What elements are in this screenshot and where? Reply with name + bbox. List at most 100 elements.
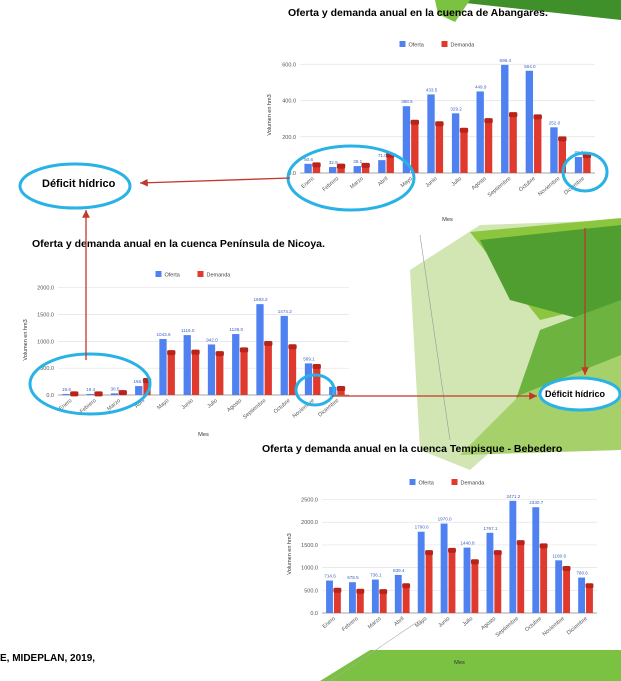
bar-demanda [558, 138, 566, 173]
data-label: 38.1 [353, 159, 362, 164]
demanda-marker [410, 119, 419, 125]
callout-ellipse-nicoya-early [28, 352, 152, 416]
bar-oferta [232, 334, 240, 395]
legend-label: Demanda [207, 273, 232, 279]
bar-oferta [110, 393, 119, 395]
y-tick-label: 0.0 [46, 393, 54, 399]
bar-demanda [264, 343, 272, 395]
demanda-marker [191, 349, 200, 355]
legend-swatch [409, 479, 416, 485]
bar-demanda [356, 591, 364, 613]
bar-demanda [167, 352, 175, 395]
data-label: 19.6 [62, 387, 71, 392]
demanda-marker [264, 340, 273, 346]
bar-oferta [463, 547, 471, 613]
bar-oferta [501, 64, 509, 173]
demanda-marker [425, 550, 433, 556]
demanda-marker [356, 588, 365, 594]
data-label: 50.6 [304, 157, 313, 162]
bar-demanda [288, 346, 297, 395]
demanda-marker [379, 589, 388, 595]
demanda-marker [585, 583, 594, 589]
demanda-marker [533, 114, 542, 120]
bar-oferta [532, 507, 540, 613]
legend-label: Oferta [165, 273, 181, 279]
x-axis-title: Mes [454, 660, 465, 666]
legend-label: Oferta [419, 481, 435, 487]
demanda-marker [484, 118, 493, 124]
demanda-marker [402, 583, 411, 589]
demanda-marker [470, 559, 479, 565]
data-label: 166.7 [133, 379, 145, 384]
y-axis-title: Volumen en hm3 [267, 94, 273, 135]
demanda-marker [448, 547, 456, 553]
bar-oferta [402, 106, 411, 173]
demanda-marker [94, 391, 103, 397]
demanda-marker [558, 136, 567, 142]
bar-oferta [574, 157, 583, 173]
legend-swatch [451, 479, 458, 485]
demanda-marker [336, 163, 346, 169]
data-label: 19.4 [86, 387, 95, 392]
x-tick-label: Abril [393, 616, 405, 628]
bar-oferta [304, 363, 313, 395]
chart-tempisque: 0.0 500.0 1000.0 1500.0 2000.0 2500.0 Oferta De… [287, 479, 597, 666]
data-label: 714.6 [324, 574, 336, 579]
bar-demanda [509, 114, 517, 173]
bar-demanda [586, 585, 593, 613]
bar-demanda [313, 366, 321, 395]
bar-oferta [86, 393, 94, 395]
data-label: 1970.0 [438, 517, 452, 522]
legend-swatch [197, 271, 204, 277]
demanda-marker [288, 344, 297, 350]
bar-oferta [417, 531, 425, 613]
demanda-marker [167, 350, 176, 356]
data-label: 589.1 [303, 356, 315, 361]
chart-title-abangares: Oferta y demanda anual en la cuenca de A… [288, 7, 548, 19]
bar-oferta [135, 386, 143, 395]
bar-oferta [486, 532, 494, 613]
y-tick-label: 1000.0 [301, 566, 318, 572]
y-axis-title: Volumen en hm3 [287, 533, 293, 574]
callout-ellipse-nicoya-dec [294, 373, 336, 407]
bar-demanda [484, 120, 493, 173]
demanda-marker [435, 121, 444, 127]
demanda-marker [493, 550, 502, 556]
legend-swatch [441, 41, 448, 47]
y-tick-label: 0.0 [288, 171, 296, 177]
bar-demanda [143, 380, 151, 395]
y-tick-label: 2000.0 [301, 520, 318, 526]
bar-oferta [349, 582, 356, 613]
data-label: 736.1 [370, 573, 382, 578]
bar-oferta [578, 577, 586, 613]
demanda-marker [361, 162, 370, 168]
legend-label: Oferta [409, 43, 425, 49]
bar-demanda [216, 353, 224, 395]
data-label: 2471.2 [506, 494, 520, 499]
y-tick-label: 1500.0 [37, 313, 54, 319]
bar-demanda [337, 166, 345, 173]
bar-oferta [159, 339, 167, 395]
bar-oferta [427, 94, 435, 173]
chart-nicoya: 0.0 500.0 1000.0 1500.0 2000.0 Oferta Demanda 1… [23, 271, 349, 438]
data-label: 780.6 [576, 571, 588, 576]
bar-oferta [280, 315, 288, 395]
data-label: 839.4 [393, 568, 405, 573]
bar-oferta [525, 70, 534, 173]
demanda-marker [215, 351, 224, 357]
y-tick-label: 200.0 [282, 135, 296, 141]
legend-label: Demanda [461, 481, 486, 487]
y-tick-label: 2000.0 [37, 286, 54, 292]
y-tick-label: 0.0 [310, 611, 318, 617]
callout-ellipse-abangares-dec [561, 151, 609, 193]
demanda-marker [539, 543, 548, 549]
source-text: E, MIDEPLAN, 2019, [0, 653, 96, 664]
data-label: 329.2 [450, 106, 462, 111]
x-tick-label: Julio [206, 398, 219, 410]
bar-demanda [540, 545, 548, 613]
bar-demanda [583, 155, 591, 173]
legend-swatch [155, 271, 162, 277]
y-tick-label: 1500.0 [301, 543, 318, 549]
data-label: 449.9 [475, 84, 487, 89]
bar-oferta [440, 523, 448, 613]
